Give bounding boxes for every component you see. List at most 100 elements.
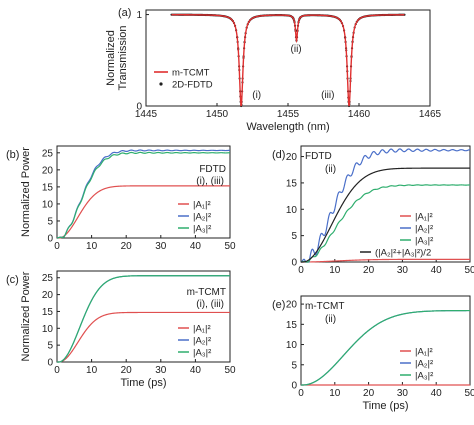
panel-annotation: FDTD	[305, 151, 332, 162]
x-tick-label: 50	[464, 388, 474, 399]
legend-label: |A₁|²	[193, 324, 211, 335]
x-tick-label: 20	[363, 388, 375, 399]
panel-annotation: (i), (iii)	[196, 299, 224, 310]
plot-frame-c	[56, 270, 231, 363]
legend-label: |A₃|²	[415, 371, 433, 382]
x-tick-label: 30	[397, 265, 409, 276]
y-tick-label: 5	[47, 216, 53, 227]
x-axis-label: Time (ps)	[362, 400, 408, 412]
y-tick-label: 15	[286, 178, 298, 189]
plot-frame-d	[300, 145, 471, 263]
series-m-tcmt	[171, 13, 405, 107]
panel-tag-b: (b)	[6, 149, 19, 161]
y-tick-label: 20	[42, 165, 54, 176]
plot-frame-a	[145, 9, 431, 107]
x-tick-label: 40	[190, 241, 202, 252]
y-tick-label: 10	[42, 199, 54, 210]
legend-marker-2d-fdtd	[159, 82, 163, 86]
panel-b: (b) 0 10 20 30 40 50 0 5 10 15 20 25 Normalized Power…	[6, 145, 236, 252]
panel-annotation: (ii)	[325, 314, 336, 325]
y-tick-label: 15	[286, 320, 298, 331]
plot-frame-b	[56, 145, 231, 239]
y-axis-label-line1: Normalized	[105, 30, 117, 86]
y-tick-label: 1	[136, 10, 142, 21]
panel-annotation: m-TCMT	[305, 301, 344, 312]
x-tick-label: 0	[298, 388, 304, 399]
x-tick-label: 1460	[348, 109, 371, 120]
y-tick-label: 0	[291, 258, 297, 269]
x-tick-label: 20	[121, 365, 133, 376]
legend-label: |A₂|²	[193, 212, 211, 223]
legend-label-2d-fdtd: 2D-FDTD	[172, 80, 213, 91]
y-tick-label: 0	[47, 234, 53, 245]
panel-annotation: m-TCMT	[187, 287, 226, 298]
legend-label: |A₁|²	[193, 200, 211, 211]
x-tick-label: 10	[86, 365, 98, 376]
resonance-label: (ii)	[291, 44, 302, 55]
legend-label: |A₂|²	[193, 336, 211, 347]
y-axis-label: Normalized Power	[20, 147, 32, 237]
y-tick-label: 15	[42, 182, 54, 193]
y-tick-label: 20	[42, 290, 54, 301]
y-tick-label: 20	[286, 152, 298, 163]
panel-annotation: (i), (iii)	[196, 176, 224, 187]
series-line	[56, 151, 231, 239]
panel-tag-a: (a)	[118, 7, 131, 19]
legend-label: (|A₂|²+|A₃|²)/2	[375, 248, 431, 259]
series-line	[300, 148, 471, 263]
panel-d: (d) 0 10 20 30 40 50 0 5 10 15 20 FDTD (ii) |A₁|²|A₂|²…	[272, 145, 474, 276]
x-tick-label: 1455	[277, 109, 300, 120]
series-2d-fdtd	[170, 13, 406, 108]
x-tick-label: 0	[54, 365, 60, 376]
panel-tag-d: (d)	[272, 149, 285, 161]
y-tick-label: 10	[286, 340, 298, 351]
legend-label: |A₁|²	[415, 212, 433, 223]
panel-annotation: FDTD	[199, 164, 226, 175]
x-tick-label: 1445	[135, 109, 158, 120]
panel-annotation: (ii)	[325, 164, 336, 175]
x-tick-label: 50	[224, 241, 236, 252]
series-line	[57, 275, 230, 363]
x-tick-label: 10	[329, 265, 341, 276]
x-tick-label: 0	[54, 241, 60, 252]
x-tick-label: 30	[397, 388, 409, 399]
x-tick-label: 30	[155, 365, 167, 376]
x-tick-label: 50	[464, 265, 474, 276]
legend-label: |A₁|²	[415, 347, 433, 358]
x-tick-label: 40	[431, 388, 443, 399]
y-tick-label: 5	[291, 231, 297, 242]
legend-label: |A₃|²	[415, 236, 433, 247]
x-tick-label: 40	[431, 265, 443, 276]
series-line	[57, 185, 230, 239]
y-tick-label: 10	[42, 324, 54, 335]
panel-tag-c: (c)	[6, 274, 19, 286]
series-line	[300, 184, 471, 263]
x-tick-label: 1465	[419, 109, 442, 120]
y-tick-label: 25	[42, 148, 54, 159]
panel-c: (c) 0 10 20 30 40 50 0 5 10 15 20 25 Time (ps) Normali…	[6, 270, 236, 389]
series-line	[57, 311, 230, 363]
legend-label-m-tcmt: m-TCMT	[172, 68, 210, 79]
y-tick-label: 10	[286, 205, 298, 216]
resonance-label: (i)	[252, 90, 261, 101]
x-tick-label: 1450	[206, 109, 229, 120]
y-axis-label-line2: Transmission	[117, 26, 129, 91]
y-tick-label: 5	[291, 360, 297, 371]
y-tick-label: 25	[42, 273, 54, 284]
y-tick-label: 0	[47, 358, 53, 369]
series-line	[301, 258, 470, 263]
x-tick-label: 20	[363, 265, 375, 276]
y-tick-label: 0	[136, 102, 142, 113]
series-line	[301, 309, 470, 386]
x-tick-label: 40	[190, 365, 202, 376]
legend-label: |A₃|²	[193, 348, 211, 359]
y-tick-label: 20	[286, 300, 298, 311]
x-tick-label: 20	[121, 241, 133, 252]
panel-a: (a) 1445 1450 1455 1460 1465 0 1 Wavelength (nm)…	[105, 7, 442, 133]
legend-label: |A₃|²	[193, 224, 211, 235]
legend-label: |A₂|²	[415, 224, 433, 235]
x-tick-label: 10	[329, 388, 341, 399]
series-line	[301, 167, 470, 263]
